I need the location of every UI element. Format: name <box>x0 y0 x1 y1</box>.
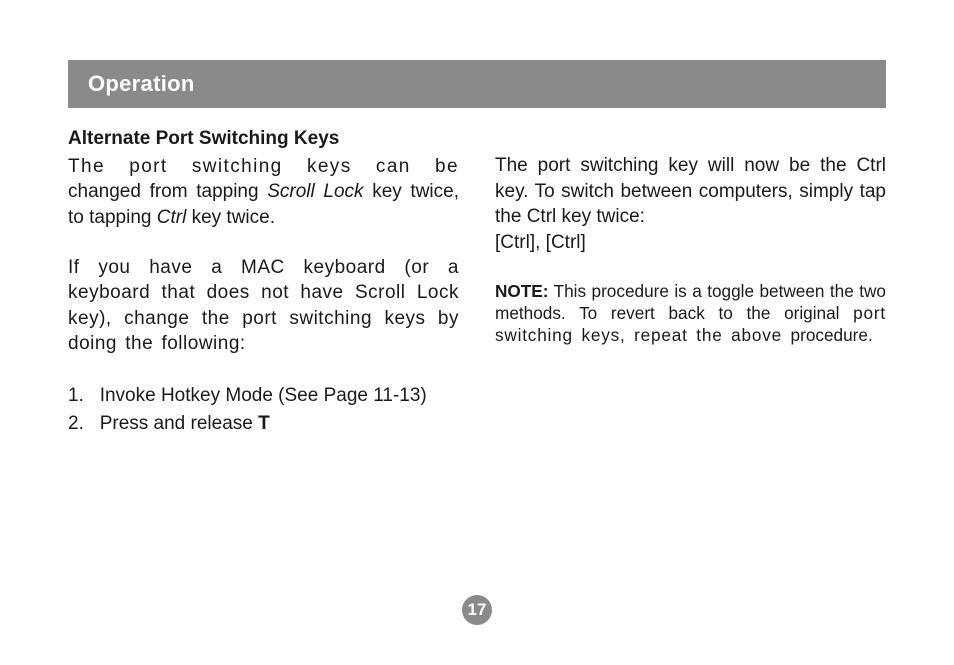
section-header-bar: Operation <box>68 60 886 108</box>
note-paragraph: NOTE: This procedure is a toggle between… <box>495 280 886 347</box>
page-number: 17 <box>468 600 487 620</box>
spacer <box>68 357 459 381</box>
text-fragment: key twice. <box>186 207 275 228</box>
step-text: Press and release <box>100 413 258 434</box>
text-fragment: changed from tapping <box>68 181 267 202</box>
ctrl-key: Ctrl <box>157 207 187 228</box>
subheading: Alternate Port Switching Keys <box>68 126 459 152</box>
list-item: 1. Invoke Hotkey Mode (See Page 11-13) <box>68 383 459 409</box>
right-paragraph-1: The port switching key will now be the C… <box>495 153 886 230</box>
steps-list: 1. Invoke Hotkey Mode (See Page 11-13) 2… <box>68 383 459 436</box>
step-text: Invoke Hotkey Mode (See Page 11-13) <box>100 385 427 406</box>
scroll-lock-key: Scroll Lock <box>267 181 363 202</box>
note-label: NOTE: <box>495 281 548 301</box>
step-number: 1. <box>68 385 84 406</box>
text-fragment: The port switching keys can be <box>68 156 459 177</box>
list-item: 2. Press and release T <box>68 411 459 437</box>
spacer <box>68 231 459 255</box>
spacer <box>495 256 886 280</box>
key-sequence: [Ctrl], [Ctrl] <box>495 230 886 256</box>
content-columns: Alternate Port Switching Keys The port s… <box>68 126 886 438</box>
section-title: Operation <box>88 71 195 96</box>
note-text: This procedure is a toggle between the t… <box>495 281 886 323</box>
left-paragraph-1: The port switching keys can be changed f… <box>68 154 459 231</box>
left-column: Alternate Port Switching Keys The port s… <box>68 126 459 438</box>
step-number: 2. <box>68 413 84 434</box>
spacer <box>495 126 886 153</box>
hotkey-t: T <box>258 413 270 434</box>
right-column: The port switching key will now be the C… <box>495 126 886 438</box>
left-paragraph-2: If you have a MAC keyboard (or a keyboar… <box>68 255 459 358</box>
note-text: procedure. <box>791 325 873 345</box>
page-number-badge: 17 <box>462 595 492 625</box>
